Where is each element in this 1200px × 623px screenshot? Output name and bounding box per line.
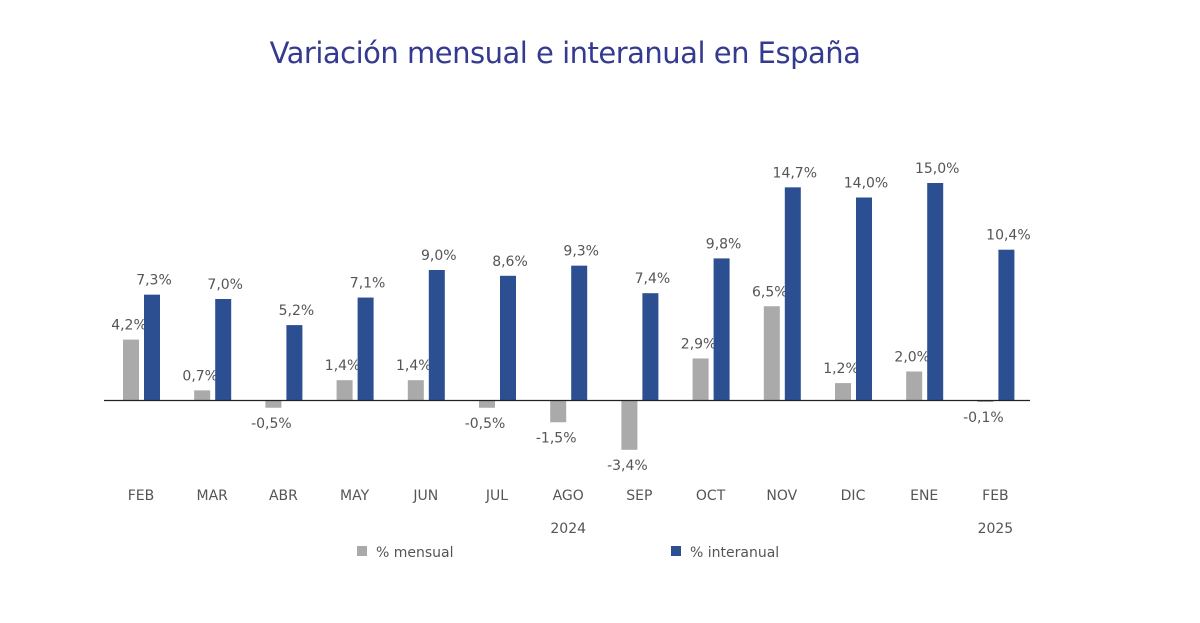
data-label: 8,6% [492,254,528,270]
x-tick-label: JUN [412,488,438,504]
data-label: 9,3% [563,244,599,260]
bar-mensual [407,380,424,401]
bar-mensual [550,400,567,423]
bar-interanual [428,270,445,401]
data-label: 14,7% [773,165,817,181]
data-label: 2,9% [681,336,717,352]
bar-interanual [784,187,801,401]
x-tick-label: FEB [128,488,155,504]
bar-interanual [927,183,944,401]
data-label: 0,7% [182,368,218,384]
bar-interanual [713,258,730,401]
data-label: -3,4% [607,458,648,474]
data-label: 1,2% [823,361,859,377]
data-label: 1,4% [396,358,432,374]
x-tick-label: DIC [841,488,866,504]
data-label: 10,4% [986,228,1030,244]
data-label: -0,5% [465,416,506,432]
bar-interanual [357,297,374,401]
x-tick-label: JUL [485,488,508,504]
data-label: 2,0% [894,350,930,366]
x-tick-label: AGO [553,488,584,504]
legend-label: % interanual [690,545,779,561]
bar-mensual [835,383,851,401]
legend-label: % mensual [376,545,454,561]
bar-mensual [194,390,211,401]
data-label: 9,0% [421,248,457,264]
data-label: -1,5% [536,430,577,446]
data-label: 7,1% [350,276,386,292]
chart-title: Variación mensual e interanual en España [269,36,861,70]
x-tick-label: NOV [766,488,797,504]
data-label: 6,5% [752,284,788,300]
data-label: 7,4% [635,271,671,287]
x-tick-label: FEB [982,488,1009,504]
data-label: 5,2% [279,303,315,319]
bar-interanual [856,197,872,401]
bar-interanual [642,293,659,401]
bar-interanual [500,275,516,401]
bar-interanual [571,265,588,401]
bar-mensual [479,400,495,408]
bar-interanual [998,249,1015,401]
bar-interanual [144,294,160,401]
data-label: 4,2% [111,318,147,334]
bar-mensual [265,400,282,408]
bar-mensual [621,400,638,450]
bar-mensual [906,371,923,401]
x-tick-label: OCT [696,488,726,504]
bar-mensual [692,358,709,401]
data-label: 1,4% [325,358,361,374]
data-label: 7,0% [207,277,243,293]
data-label: 9,8% [706,236,742,252]
bar-mensual [763,306,780,401]
x-tick-label: MAR [197,488,229,504]
year-label: 2024 [550,521,586,537]
legend-swatch [671,546,681,556]
data-label: 15,0% [915,161,959,177]
data-label: 14,0% [844,176,888,192]
bar-interanual [215,299,232,401]
bar-mensual [977,400,994,402]
x-tick-label: ABR [269,488,298,504]
x-tick-label: ENE [910,488,938,504]
year-label: 2025 [978,521,1014,537]
x-tick-label: MAY [340,488,370,504]
bar-mensual [336,380,353,401]
legend-swatch [357,546,367,556]
data-label: -0,5% [251,416,292,432]
data-label: -0,1% [963,410,1004,426]
x-tick-label: SEP [626,488,652,504]
bar-mensual [123,339,139,401]
data-label: 7,3% [136,273,172,289]
bar-interanual [286,325,303,401]
